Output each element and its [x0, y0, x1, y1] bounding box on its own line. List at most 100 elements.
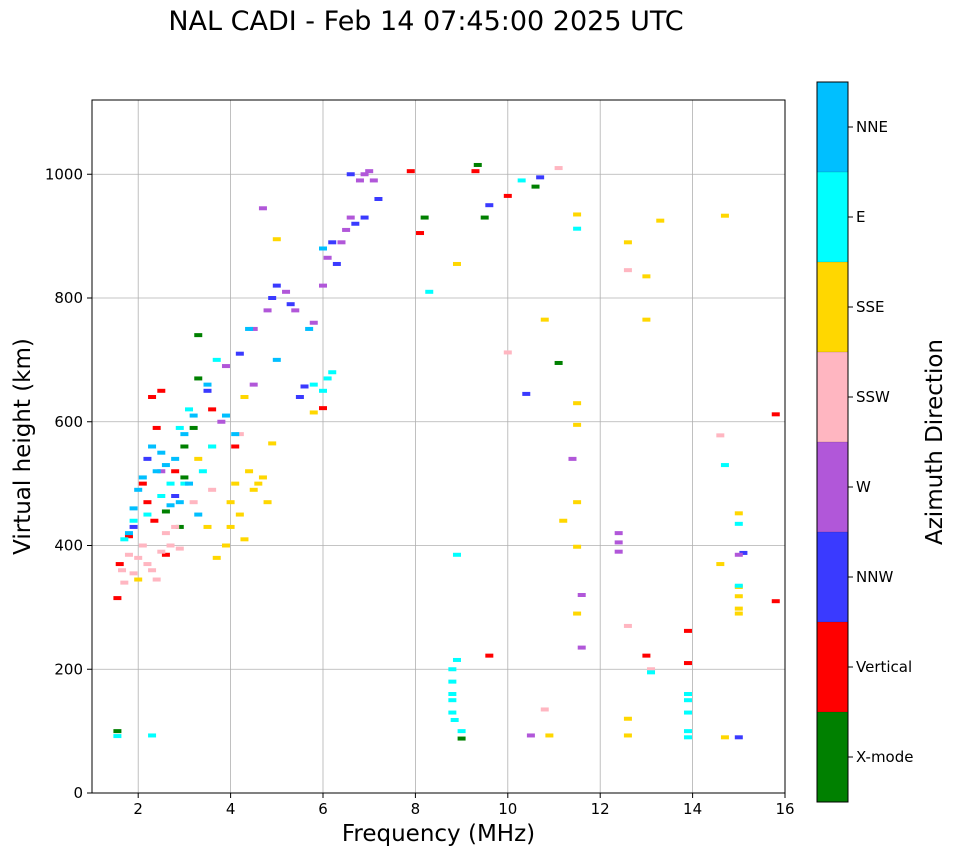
data-point — [286, 302, 295, 307]
data-point — [124, 552, 133, 557]
data-point — [425, 289, 434, 294]
data-point — [113, 596, 122, 601]
data-point — [716, 562, 725, 567]
colorbar-segment-w — [817, 442, 848, 532]
data-point — [448, 698, 457, 703]
data-point — [148, 733, 157, 738]
data-point — [221, 364, 230, 369]
data-point — [471, 169, 480, 174]
data-point — [323, 376, 332, 381]
x-tick-label: 2 — [133, 800, 143, 818]
colorbar-label: X-mode — [856, 748, 913, 766]
data-point — [203, 382, 212, 387]
colorbar-title: Azimuth Direction — [922, 339, 948, 545]
data-point — [166, 503, 175, 508]
data-point — [249, 382, 258, 387]
data-point — [189, 413, 198, 418]
data-point — [161, 552, 170, 557]
colorbar-segment-vertical — [817, 622, 848, 712]
data-point — [235, 432, 244, 437]
data-point — [157, 494, 166, 498]
data-point — [157, 388, 166, 393]
data-point — [360, 172, 369, 177]
data-point — [124, 531, 133, 536]
data-point — [457, 736, 466, 741]
data-point — [166, 543, 175, 548]
data-point — [240, 395, 249, 399]
data-point — [720, 463, 729, 468]
data-point — [226, 500, 235, 505]
data-point — [198, 469, 207, 474]
data-point — [647, 670, 656, 675]
data-point — [138, 543, 147, 548]
colorbar-label: Vertical — [856, 658, 912, 676]
data-point — [157, 469, 166, 474]
data-point — [540, 317, 549, 322]
data-point — [573, 422, 582, 427]
data-point — [124, 534, 133, 539]
data-point — [180, 481, 189, 486]
data-point — [235, 351, 244, 356]
data-point — [150, 518, 159, 523]
data-point — [118, 568, 127, 573]
data-point — [452, 261, 461, 266]
data-point — [282, 289, 291, 294]
data-point — [720, 735, 729, 740]
data-point — [180, 432, 189, 437]
data-point — [503, 350, 512, 355]
data-point — [734, 521, 743, 526]
data-point — [268, 441, 277, 446]
data-point — [342, 227, 351, 232]
data-point — [734, 735, 743, 740]
data-point — [448, 679, 457, 684]
data-point — [683, 661, 692, 666]
data-point — [221, 543, 230, 548]
data-point — [258, 475, 267, 480]
data-point — [157, 450, 166, 455]
data-point — [480, 215, 489, 220]
data-point — [120, 580, 129, 585]
data-point — [235, 512, 244, 517]
data-point — [231, 432, 240, 437]
data-point — [226, 524, 235, 529]
data-point — [554, 166, 563, 171]
data-point — [194, 376, 203, 381]
data-point — [194, 512, 203, 517]
data-point — [771, 412, 780, 417]
data-point — [272, 283, 281, 288]
data-point — [221, 413, 230, 418]
data-point — [573, 212, 582, 217]
data-point — [254, 481, 263, 486]
y-tick-label: 600 — [54, 413, 83, 431]
data-point — [129, 571, 138, 576]
data-point — [143, 500, 152, 505]
y-tick-label: 1000 — [45, 165, 83, 183]
data-point — [208, 444, 217, 449]
data-point — [175, 546, 184, 551]
data-point — [642, 317, 651, 322]
data-point — [212, 357, 221, 362]
data-point — [448, 667, 457, 672]
data-point — [189, 425, 198, 430]
colorbar-frame — [816, 81, 849, 803]
data-point — [614, 540, 623, 545]
data-point — [573, 544, 582, 549]
data-point — [143, 562, 152, 567]
data-point — [374, 197, 383, 201]
data-point — [152, 425, 161, 430]
data-point — [166, 481, 175, 486]
x-tick-label: 12 — [591, 800, 610, 818]
data-point — [113, 729, 122, 734]
data-point — [175, 524, 184, 529]
data-point — [171, 456, 180, 461]
data-point — [517, 178, 526, 183]
data-point — [194, 456, 203, 461]
data-point — [337, 240, 346, 245]
data-point — [249, 487, 258, 492]
data-point — [577, 593, 586, 597]
y-tick-label: 400 — [54, 537, 83, 555]
data-point — [245, 326, 254, 331]
data-point — [448, 692, 457, 696]
data-point — [683, 698, 692, 703]
